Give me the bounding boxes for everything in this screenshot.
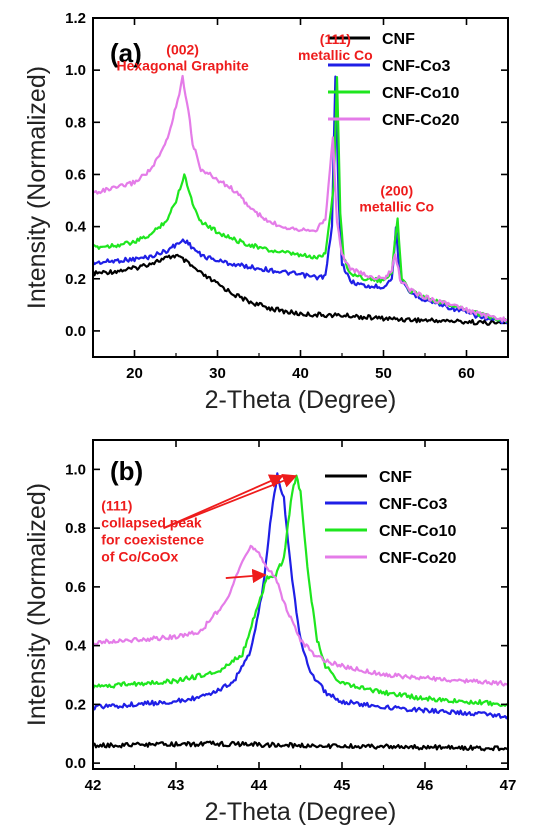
- y-tick-label: 0.4: [65, 219, 87, 236]
- y-tick-label: 0.6: [65, 166, 86, 183]
- panel-label: (a): [110, 38, 142, 68]
- annotation-arrow: [225, 568, 267, 584]
- x-tick-label: 47: [500, 777, 517, 794]
- series-line-cnf-co10: [93, 474, 508, 708]
- annotation-text: (111): [101, 498, 132, 514]
- y-tick-label: 0.8: [65, 520, 86, 537]
- x-tick-label: 44: [251, 777, 268, 794]
- series-line-cnf: [93, 253, 508, 326]
- y-tick-label: 1.2: [65, 10, 86, 27]
- legend-label: CNF-Co20: [382, 112, 459, 129]
- x-tick-label: 40: [292, 365, 309, 382]
- annotation-text: metallic Co: [298, 47, 373, 63]
- x-tick-label: 43: [168, 777, 185, 794]
- y-tick-label: 1.0: [65, 461, 86, 478]
- legend-label: CNF-Co10: [382, 85, 459, 102]
- annotation-arrow: [163, 474, 284, 529]
- x-axis-label: 2-Theta (Degree): [205, 386, 397, 414]
- legend-label: CNF-Co3: [379, 496, 448, 513]
- panel-a: 20 30 40 50 60 0.0 0.2 0.4 0.6 0.8 1.0 1.2 2-Theta (…: [23, 10, 509, 414]
- y-tick-label: 0.2: [65, 696, 86, 713]
- annotation-text: (200): [380, 182, 413, 198]
- x-tick-label: 45: [334, 777, 351, 794]
- annotation-text: of Co/CoOx: [101, 549, 178, 565]
- x-tick-label: 30: [209, 365, 226, 382]
- y-tick-label: 0.2: [65, 271, 86, 288]
- x-tick-label: 20: [126, 365, 143, 382]
- y-axis-label: Intensity (Normalized): [23, 66, 51, 309]
- x-axis-label: 2-Theta (Degree): [205, 798, 397, 826]
- series-line-cnf-co20: [93, 74, 508, 323]
- series-line-cnf: [93, 740, 508, 752]
- x-tick-label: 42: [85, 777, 102, 794]
- y-axis-label: Intensity (Normalized): [23, 483, 51, 726]
- legend-label: CNF-Co20: [379, 550, 456, 567]
- legend-label: CNF: [382, 31, 415, 48]
- annotation-text: for coexistence: [101, 532, 204, 548]
- x-tick-label: 50: [375, 365, 392, 382]
- annotation-text: (002): [166, 42, 199, 58]
- x-tick-label: 46: [417, 777, 434, 794]
- y-tick-label: 0.0: [65, 323, 86, 340]
- annotation-text: Hexagonal Graphite: [117, 58, 249, 74]
- panel-label: (b): [110, 456, 143, 486]
- y-tick-label: 0.0: [65, 755, 86, 772]
- annotation-text: (111): [320, 31, 351, 47]
- annotation-text: metallic Co: [359, 198, 434, 214]
- legend-label: CNF: [379, 469, 412, 486]
- legend-label: CNF-Co3: [382, 58, 451, 75]
- y-tick-label: 0.4: [65, 638, 87, 655]
- annotation-text: collapsed peak: [101, 515, 202, 531]
- y-tick-label: 0.6: [65, 579, 86, 596]
- legend-label: CNF-Co10: [379, 523, 456, 540]
- y-tick-label: 0.8: [65, 114, 86, 131]
- x-tick-label: 60: [458, 365, 475, 382]
- panel-b: 42 43 44 45 46 47 0.0 0.2 0.4 0.6 0.8 1.0 2-Theta (D…: [23, 439, 517, 826]
- y-tick-label: 1.0: [65, 62, 86, 79]
- series-line-cnf-co20: [93, 544, 508, 687]
